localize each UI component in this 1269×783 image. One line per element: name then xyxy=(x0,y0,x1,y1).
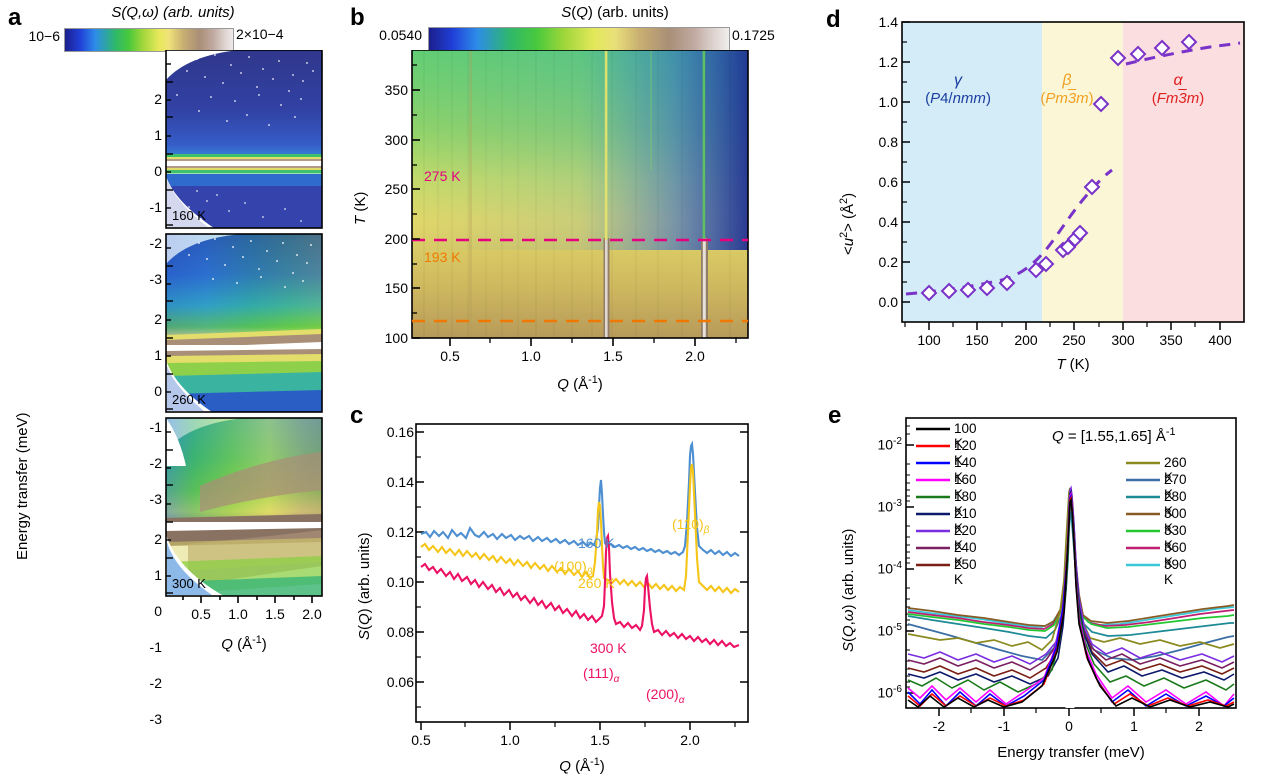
panel-a-colorbar-title: S(Q,ω) (arb. units) xyxy=(111,4,235,21)
panel-c-annotation-111alpha: (111)α xyxy=(583,665,620,685)
panel-c-plot xyxy=(415,423,749,730)
legend-item-360k: 360 K xyxy=(1164,540,1187,570)
panel-d-xlabel: T (K) xyxy=(1056,356,1090,373)
panel-d-points xyxy=(920,33,1198,302)
svg-text:260 K: 260 K xyxy=(172,392,206,407)
panel-a-xlabel: Q (Å-1) xyxy=(221,634,267,653)
panel-a-colorbar-min: 10−6 xyxy=(28,28,60,44)
legend-item-250k: 250 K xyxy=(954,557,977,587)
panel-d-trend-high xyxy=(1125,41,1241,66)
panel-e-q-annotation: Q = [1.55,1.65] Å-1 xyxy=(1052,426,1176,445)
phase-region-alpha xyxy=(1123,22,1244,322)
panel-c-label-160k: 160 K xyxy=(578,535,615,551)
panel-c-annotation-110beta: (110)β xyxy=(672,516,710,536)
panel-b-colorbar-title: S(Q) (arb. units) xyxy=(561,4,669,21)
panel-c-annotation-200alpha: (200)α xyxy=(646,686,685,706)
legend-item-260k: 260 K xyxy=(1164,455,1187,485)
panel-d-plot xyxy=(901,21,1245,330)
legend-item-300k: 300 K xyxy=(1164,506,1187,536)
panel-e-letter: e xyxy=(828,402,842,429)
legend-item-100k: 100 K xyxy=(954,421,977,451)
legend-item-330k: 330 K xyxy=(1164,523,1187,553)
panel-a-plot: 160 K xyxy=(165,50,323,603)
panel-c-letter: c xyxy=(350,402,364,429)
legend-item-240k: 240 K xyxy=(954,540,977,570)
svg-text:160 K: 160 K xyxy=(172,208,206,223)
panel-e-plot xyxy=(905,417,1237,716)
svg-text:300 K: 300 K xyxy=(172,576,206,591)
panel-b-letter: b xyxy=(350,4,365,31)
panel-d-letter: d xyxy=(826,6,841,33)
legend-item-160k: 160 K xyxy=(954,472,977,502)
panel-b-colorbar xyxy=(428,27,730,51)
legend-item-180k: 180 K xyxy=(954,489,977,519)
legend-item-270k: 270 K xyxy=(1164,472,1187,502)
panel-e-legend-right-swatches xyxy=(1126,461,1160,567)
panel-b-plot xyxy=(411,50,749,346)
panel-b-xlabel: Q (Å-1) xyxy=(557,374,603,393)
panel-a-letter: a xyxy=(8,4,22,31)
panel-b-label-193: 193 K xyxy=(424,249,461,265)
panel-c-annotation-100beta: (100)β xyxy=(554,558,593,578)
phase-label-alpha: α (Fm3m) xyxy=(1151,72,1205,107)
legend-item-220k: 220 K xyxy=(954,523,977,553)
legend-item-140k: 140 K xyxy=(954,455,977,485)
legend-item-210k: 210 K xyxy=(954,506,977,536)
panel-b-colorbar-max: 0.1725 xyxy=(732,27,775,43)
panel-e-legend-left-swatches xyxy=(916,427,950,567)
panel-c-label-260k: 260 K xyxy=(578,575,615,591)
panel-b-colorbar-min: 0.0540 xyxy=(379,27,422,43)
panel-a-colorbar xyxy=(64,28,234,52)
phase-region-gamma xyxy=(902,22,1042,322)
phase-label-beta: β (Pm3m) xyxy=(1040,72,1094,107)
panel-c-label-300k: 300 K xyxy=(590,640,627,656)
panel-c-xlabel: Q (Å-1) xyxy=(559,756,605,775)
legend-item-390k: 390 K xyxy=(1164,557,1187,587)
panel-e-xlabel: Energy transfer (meV) xyxy=(997,744,1145,761)
legend-item-280k: 280 K xyxy=(1164,489,1187,519)
panel-a-colorbar-max: 2×10−4 xyxy=(236,26,284,42)
legend-item-120k: 120 K xyxy=(954,438,977,468)
phase-label-gamma: γ (P4/nmm) xyxy=(925,72,991,107)
panel-b-label-275: 275 K xyxy=(424,168,461,184)
